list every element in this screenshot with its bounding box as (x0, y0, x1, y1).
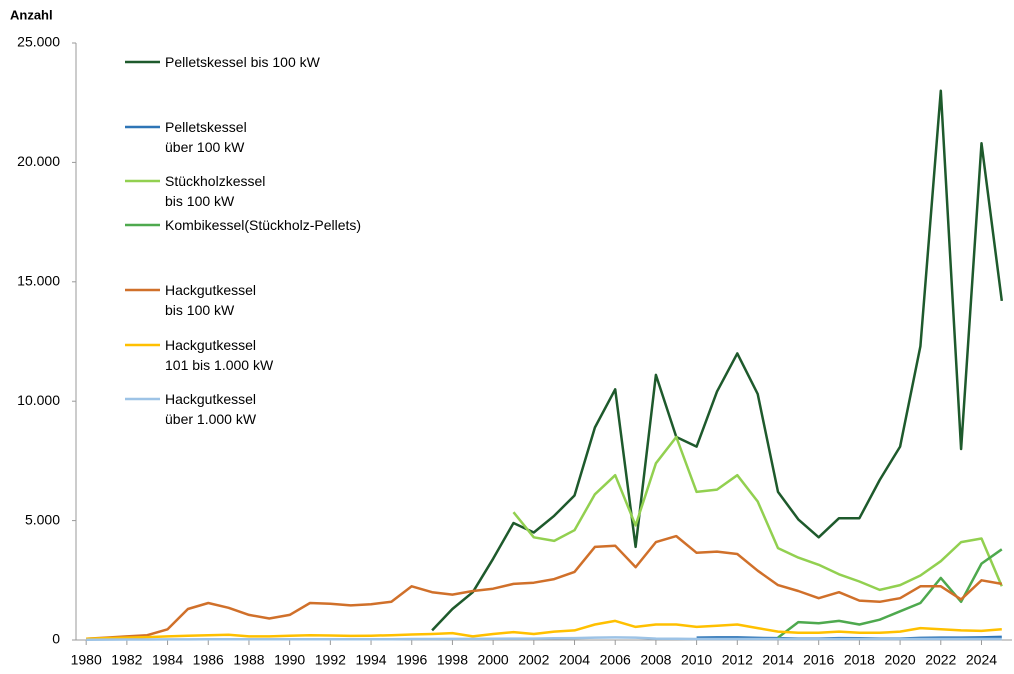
x-tick-label: 2012 (722, 652, 753, 668)
y-tick-label: 15.000 (17, 273, 60, 289)
legend-label: Hackgutkessel bis 100 kW (165, 282, 257, 318)
x-tick-label: 2022 (925, 652, 956, 668)
x-tick-label: 1984 (152, 652, 183, 668)
series-line (431, 89, 1004, 632)
legend-label: Hackgutkessel 101 bis 1.000 kW (165, 337, 274, 373)
y-tick-label: 5.000 (25, 511, 60, 527)
series-line (86, 636, 1002, 642)
legend-label: Stückholzkessel bis 100 kW (165, 173, 266, 209)
y-tick-label: 20.000 (17, 153, 60, 169)
legend-label: Pelletskessel über 100 kW (165, 119, 247, 155)
x-tick-label: 1998 (437, 652, 468, 668)
x-tick-label: 2020 (885, 652, 916, 668)
x-tick-label: 1996 (396, 652, 427, 668)
x-tick-label: 2010 (681, 652, 712, 668)
x-tick-label: 2006 (600, 652, 631, 668)
x-tick-label: 1986 (193, 652, 224, 668)
y-tick-label: 0 (52, 631, 60, 647)
x-tick-label: 1988 (233, 652, 264, 668)
x-tick-label: 1990 (274, 652, 305, 668)
y-axis-label: Anzahl (10, 7, 53, 22)
x-tick-label: 1994 (355, 652, 386, 668)
y-tick-label: 10.000 (17, 392, 60, 408)
x-tick-label: 1982 (111, 652, 142, 668)
x-tick-label: 2016 (803, 652, 834, 668)
series-line (86, 619, 1002, 641)
x-tick-label: 2018 (844, 652, 875, 668)
x-tick-label: 1992 (315, 652, 346, 668)
x-tick-label: 2024 (966, 652, 997, 668)
series-line (512, 435, 1003, 592)
x-tick-label: 2004 (559, 652, 590, 668)
y-tick-label: 25.000 (17, 34, 60, 50)
legend-label: Pelletskessel bis 100 kW (165, 54, 320, 70)
x-tick-label: 2008 (640, 652, 671, 668)
legend-label: Hackgutkessel über 1.000 kW (165, 391, 257, 427)
series-line (86, 534, 1003, 641)
x-tick-label: 2002 (518, 652, 549, 668)
x-tick-label: 2014 (762, 652, 793, 668)
x-tick-label: 1980 (71, 652, 102, 668)
x-tick-label: 2000 (478, 652, 509, 668)
legend-label: Kombikessel(Stückholz-Pellets) (165, 217, 362, 233)
